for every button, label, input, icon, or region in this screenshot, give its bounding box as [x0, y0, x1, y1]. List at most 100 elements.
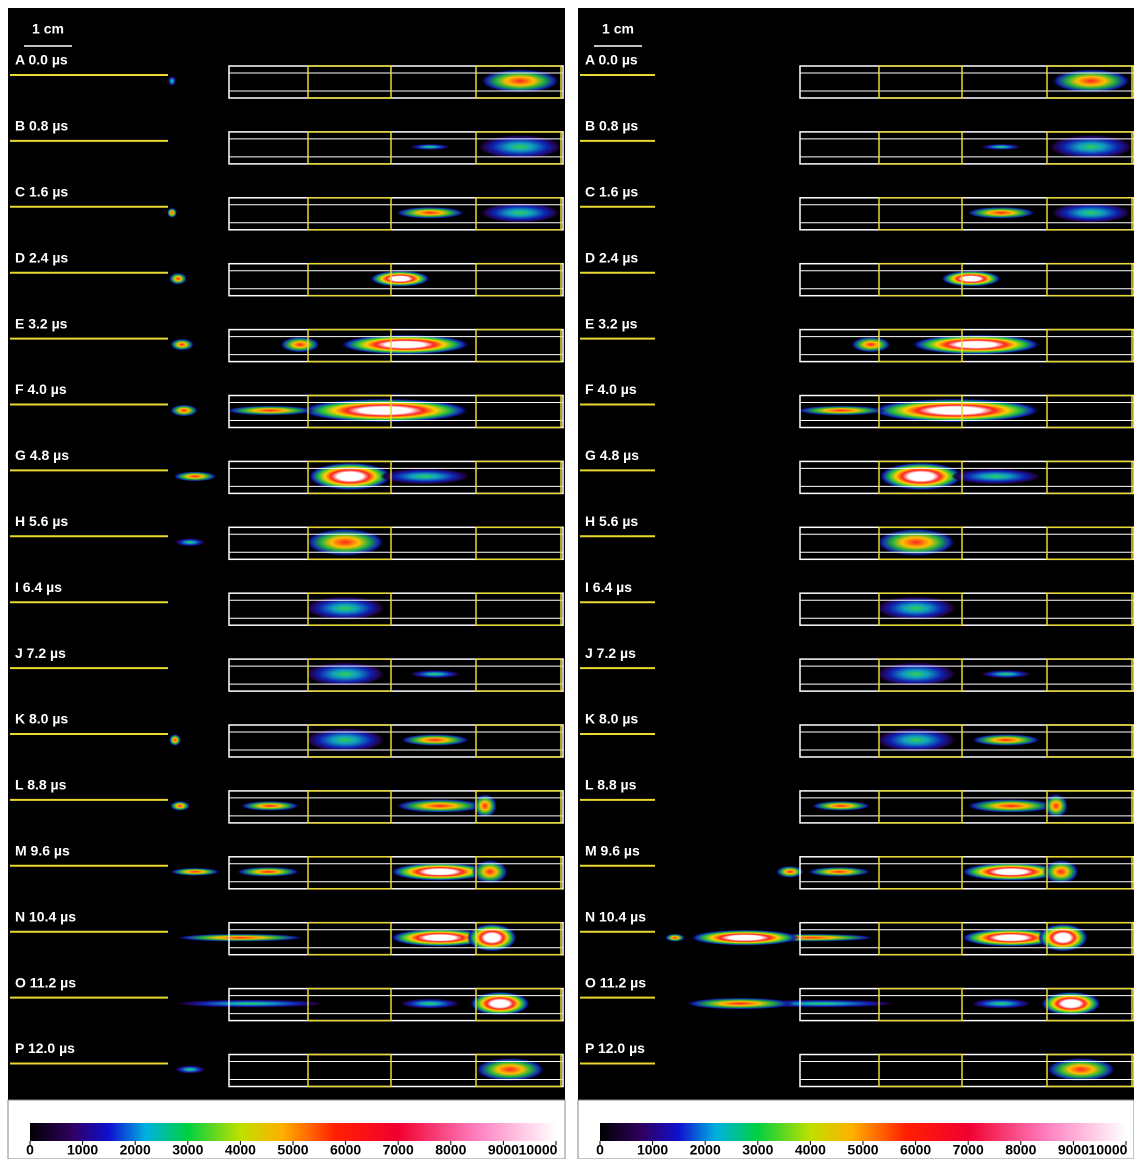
region	[1046, 856, 1133, 890]
emission	[167, 207, 177, 218]
emission	[480, 202, 560, 223]
emission	[168, 76, 176, 86]
colorbar-tick-label: 0	[26, 1142, 34, 1158]
frame-label: J 7.2 µs	[585, 645, 636, 661]
emission	[665, 933, 685, 942]
tube	[228, 658, 564, 692]
emission	[225, 405, 315, 416]
tube	[799, 987, 1134, 1022]
region	[878, 1053, 963, 1088]
tube	[799, 460, 1134, 495]
region	[307, 328, 392, 363]
frame-label: A 0.0 µs	[585, 52, 638, 68]
region	[307, 460, 392, 495]
emission	[390, 928, 490, 947]
tube	[799, 65, 1134, 99]
tube	[799, 131, 1134, 165]
region	[878, 856, 963, 890]
tube	[228, 131, 564, 165]
colorbar-tick-label: 8000	[435, 1142, 466, 1158]
emission	[796, 405, 886, 416]
emission	[175, 538, 205, 547]
region	[1046, 328, 1133, 363]
emission	[470, 991, 530, 1016]
region	[878, 197, 963, 231]
frame-label: G 4.8 µs	[585, 447, 639, 463]
emission	[876, 662, 956, 687]
region	[878, 790, 963, 824]
emission	[410, 143, 450, 150]
colorbar-tick-label: 3000	[742, 1142, 773, 1158]
frame-label: E 3.2 µs	[585, 315, 638, 331]
frame-label: L 8.8 µs	[585, 777, 637, 793]
emission	[475, 1057, 545, 1082]
region	[307, 197, 392, 231]
frame-label: M 9.6 µs	[585, 843, 640, 859]
region	[1046, 262, 1133, 297]
region	[1046, 197, 1133, 231]
tube	[228, 592, 564, 626]
frame-label: L 8.8 µs	[15, 777, 67, 793]
emission	[685, 997, 795, 1010]
region	[1046, 526, 1133, 561]
emission	[876, 596, 956, 621]
scale-label: 1 cm	[32, 21, 64, 37]
region	[307, 921, 392, 956]
region	[1046, 921, 1133, 956]
region	[475, 328, 562, 363]
region	[475, 790, 562, 824]
emission	[1051, 69, 1131, 93]
frame-label: O 11.2 µs	[585, 974, 646, 990]
scale-label: 1 cm	[602, 21, 634, 37]
region	[878, 65, 963, 99]
region	[475, 724, 562, 758]
frame-label: A 0.0 µs	[15, 52, 68, 68]
region	[307, 65, 392, 99]
tube	[228, 328, 564, 363]
region	[878, 921, 963, 956]
colorbar-tick-label: 7000	[383, 1142, 414, 1158]
tube	[228, 1053, 564, 1088]
colorbar-tick-label: 10000	[1089, 1142, 1128, 1158]
tube	[228, 790, 564, 824]
emission	[390, 862, 490, 881]
emission	[173, 471, 217, 482]
emission	[169, 734, 181, 746]
emission	[851, 336, 891, 353]
frame-label: E 3.2 µs	[15, 315, 68, 331]
frame-label: B 0.8 µs	[15, 118, 68, 134]
region	[475, 131, 562, 165]
region	[307, 724, 392, 758]
emission	[170, 404, 198, 417]
region	[878, 987, 963, 1022]
colorbar-tick-label: 9000	[488, 1142, 519, 1158]
frame-label: K 8.0 µs	[15, 711, 68, 727]
tube	[228, 856, 564, 890]
emission	[308, 462, 392, 491]
region	[475, 856, 562, 890]
emission	[811, 800, 871, 811]
tube	[799, 1053, 1134, 1088]
emission	[169, 272, 187, 285]
frame-label: P 12.0 µs	[15, 1040, 75, 1056]
emission	[1044, 793, 1068, 818]
tube	[799, 790, 1134, 824]
region	[475, 526, 562, 561]
emission	[1049, 134, 1133, 159]
colorbar-tick-label: 2000	[120, 1142, 151, 1158]
region	[878, 328, 963, 363]
emission	[941, 270, 1001, 287]
region	[878, 592, 963, 626]
tube	[228, 526, 564, 561]
colorbar-tick-label: 4000	[225, 1142, 256, 1158]
colorbar-tick-label: 5000	[847, 1142, 878, 1158]
region	[878, 460, 963, 495]
tube	[799, 592, 1134, 626]
frame-label: F 4.0 µs	[585, 381, 637, 397]
emission	[170, 338, 194, 351]
frame-label: J 7.2 µs	[15, 645, 66, 661]
emission	[175, 1065, 205, 1074]
colorbar-tick-label: 0	[596, 1142, 604, 1158]
emission	[807, 866, 871, 877]
emission	[879, 462, 963, 491]
